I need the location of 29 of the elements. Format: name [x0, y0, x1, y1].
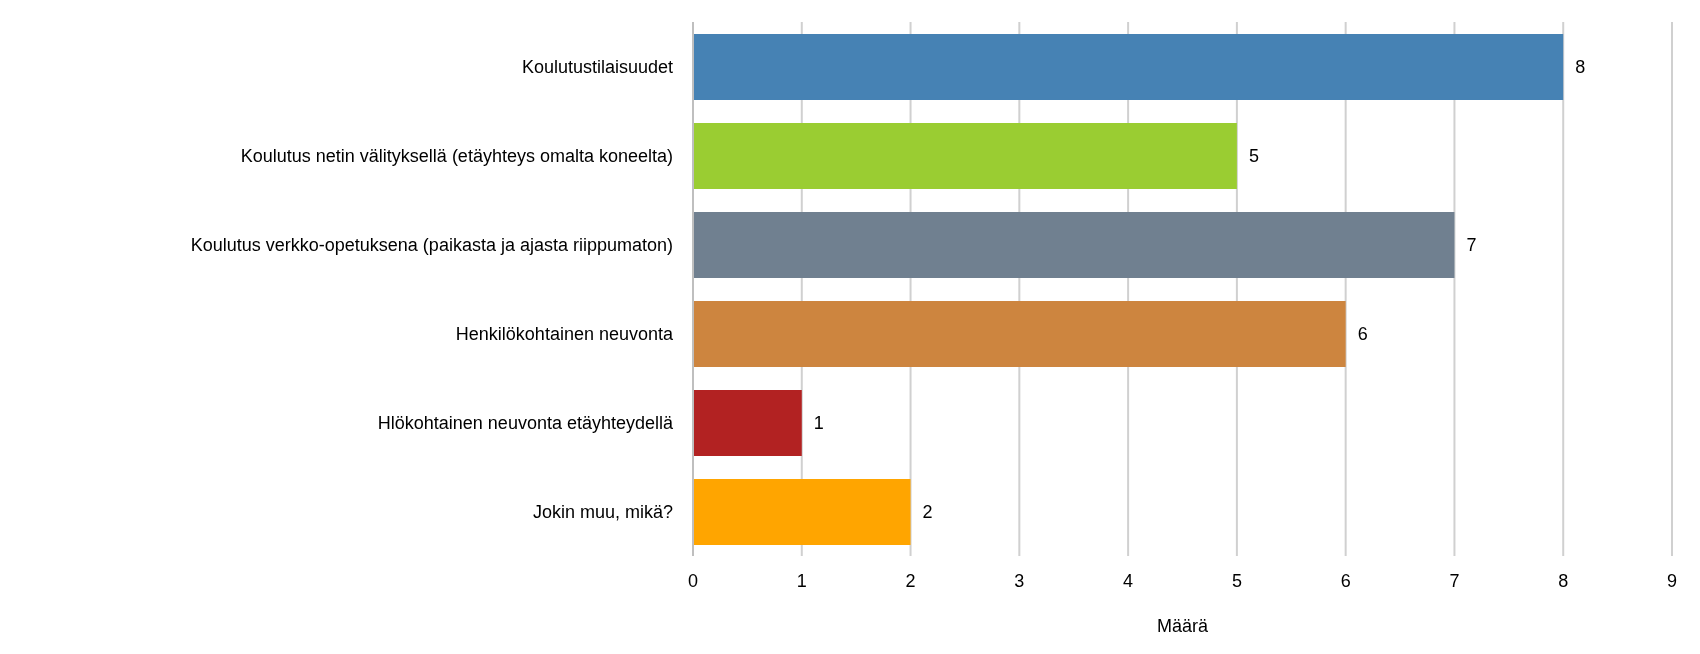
data-label: 8 — [1575, 57, 1586, 78]
bar — [693, 479, 911, 545]
y-tick-label: Jokin muu, mikä? — [532, 501, 673, 522]
x-tick-label: 0 — [687, 570, 699, 591]
data-label: 5 — [1248, 146, 1259, 167]
y-tick-label: Hlökohtainen neuvonta etäyhteydellä — [377, 412, 674, 433]
x-tick-label: 7 — [1449, 570, 1460, 591]
bar — [693, 301, 1346, 367]
x-tick-label: 8 — [1558, 570, 1569, 591]
data-label: 7 — [1466, 235, 1477, 256]
bar — [693, 390, 802, 456]
x-tick-label: 5 — [1231, 570, 1242, 591]
data-label: 6 — [1357, 324, 1368, 345]
y-tick-label: Henkilökohtainen neuvonta — [455, 323, 674, 344]
y-tick-label: Koulutus netin välityksellä (etäyhteys omalta koneelta) — [240, 145, 673, 166]
data-label: 2 — [922, 502, 933, 523]
x-tick-label: 6 — [1340, 570, 1351, 591]
x-tick-label: 4 — [1123, 570, 1134, 591]
y-tick-label: Koulutustilaisuudet — [521, 56, 673, 77]
x-tick-label: 9 — [1666, 570, 1678, 591]
bar — [693, 212, 1455, 278]
y-tick-label: Koulutus verkko-opetuksena (paikasta ja ajasta riippumaton) — [190, 234, 673, 255]
x-tick-label: 3 — [1014, 570, 1025, 591]
x-tick-label: 2 — [905, 570, 916, 591]
x-axis-title: Määrä — [1156, 616, 1209, 636]
data-label: 1 — [813, 413, 824, 434]
bar — [693, 123, 1237, 189]
bar — [693, 34, 1564, 100]
x-tick-label: 1 — [796, 570, 807, 591]
